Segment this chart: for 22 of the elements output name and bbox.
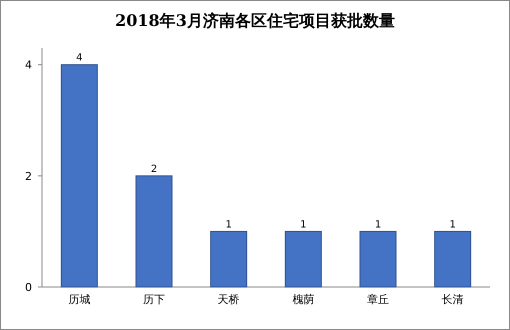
y-tick-label: 4: [25, 58, 32, 72]
x-tick-label: 槐荫: [292, 293, 314, 306]
x-tick-label: 历城: [68, 293, 90, 306]
y-tick-label: 2: [25, 170, 32, 183]
data-label: 1: [225, 219, 232, 230]
x-tick-label: 章丘: [367, 293, 389, 306]
data-label: 1: [300, 219, 307, 230]
data-label: 1: [449, 219, 456, 230]
x-tick-label: 长清: [442, 293, 464, 306]
bar: [434, 230, 472, 288]
bar: [360, 230, 396, 288]
data-label: 4: [76, 52, 83, 64]
x-tick-label: 历下: [143, 293, 165, 306]
data-label: 1: [374, 219, 382, 230]
bar: [60, 64, 98, 288]
bar: [210, 230, 248, 288]
chart-title: 2018年3月济南各区住宅项目获批数量: [115, 11, 395, 30]
data-label: 2: [150, 164, 158, 175]
y-tick-label: 0: [25, 281, 32, 294]
x-tick-label: 天桥: [218, 293, 240, 306]
bar: [284, 230, 322, 288]
bar: [136, 175, 172, 288]
